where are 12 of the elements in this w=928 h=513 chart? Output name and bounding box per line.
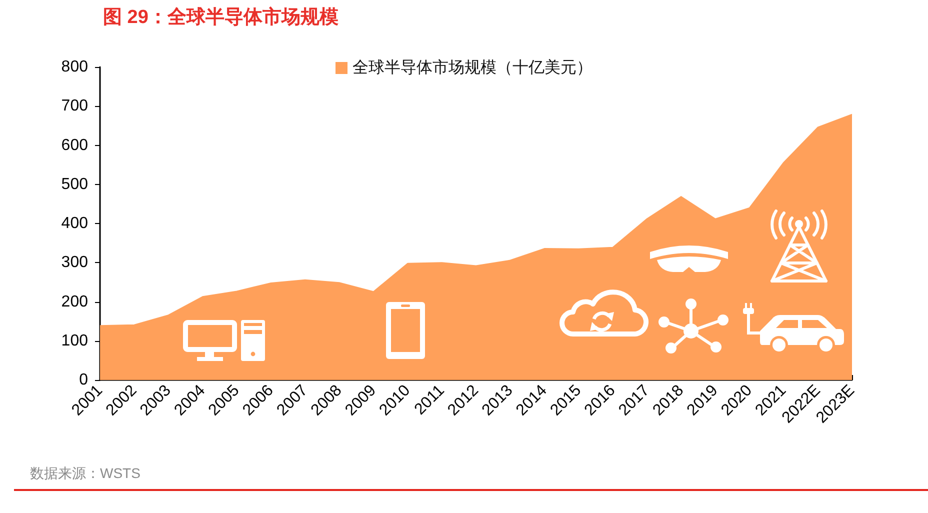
y-tick-label: 800	[61, 58, 88, 76]
y-tick-label: 200	[61, 293, 88, 310]
y-tick-label: 600	[61, 136, 88, 154]
y-tick-label: 100	[61, 332, 88, 350]
source-note: 数据来源：WSTS	[30, 465, 140, 481]
y-tick-label: 300	[61, 254, 88, 272]
legend-label: 全球半导体市场规模（十亿美元）	[352, 58, 592, 76]
y-tick-label: 400	[61, 215, 88, 232]
y-tick-label: 0	[79, 372, 88, 388]
y-tick-label: 700	[61, 98, 88, 115]
y-tick-label: 500	[61, 176, 88, 193]
chart-title: 图 29：全球半导体市场规模	[103, 6, 338, 28]
